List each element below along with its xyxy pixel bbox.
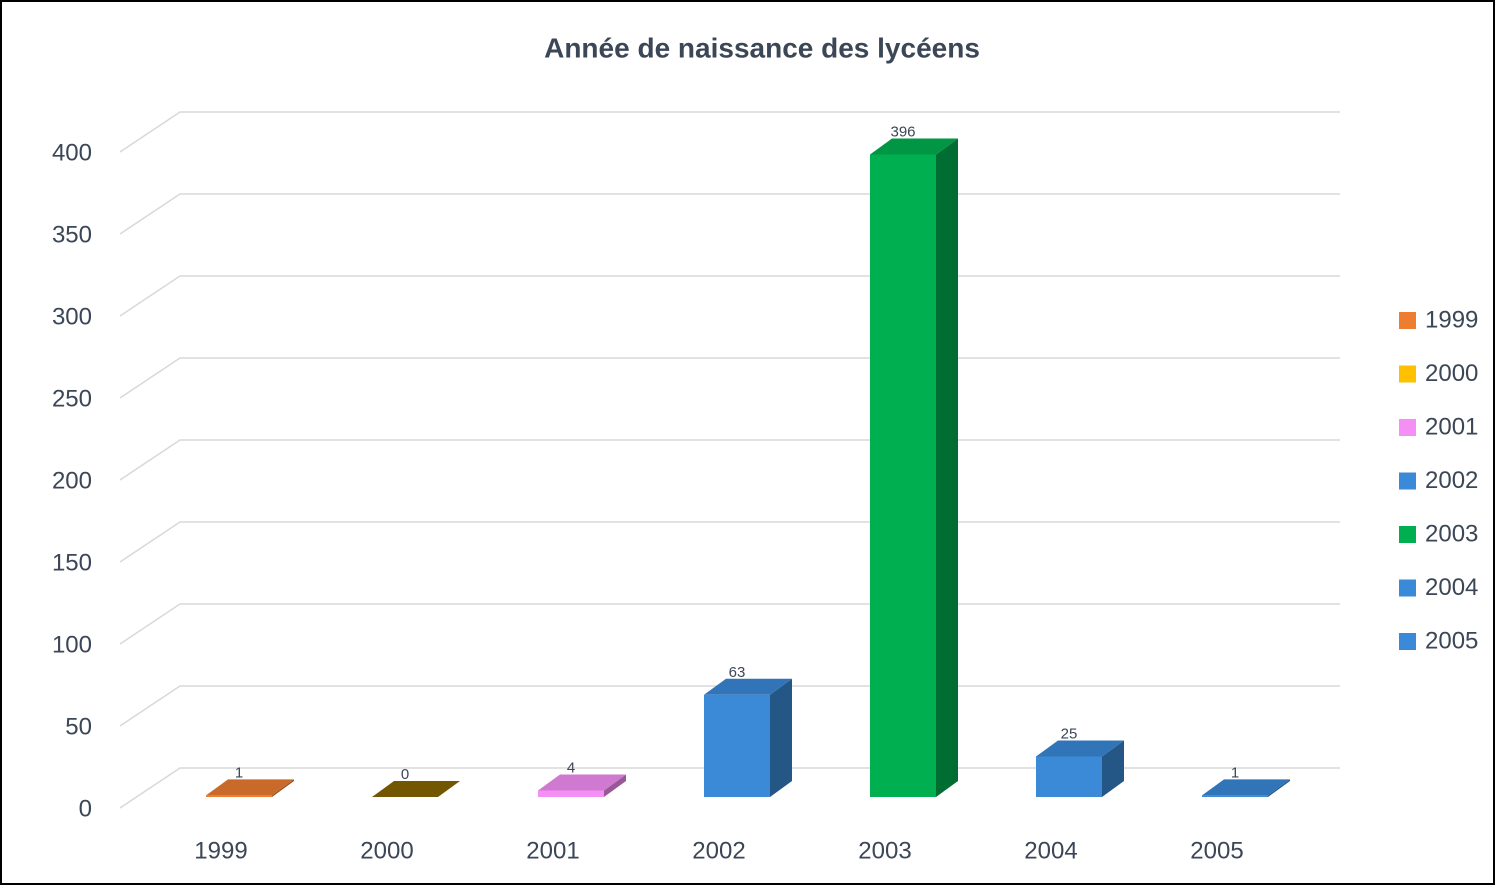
bar-side — [604, 774, 626, 797]
x-tick-label: 2004 — [1024, 837, 1077, 864]
y-tick-label: 300 — [52, 303, 92, 330]
x-tick-label: 2005 — [1190, 837, 1243, 864]
bar — [870, 154, 936, 798]
bar-side — [770, 678, 792, 797]
data-label: 0 — [401, 766, 409, 783]
x-tick-label: 1999 — [194, 837, 247, 864]
x-tick-label: 2001 — [526, 837, 579, 864]
y-tick-label: 350 — [52, 221, 92, 248]
y-tick-label: 150 — [52, 549, 92, 576]
data-label: 1 — [1231, 764, 1239, 781]
grid-line — [119, 111, 1340, 153]
bar — [1036, 756, 1102, 797]
legend-label: 2002 — [1425, 467, 1478, 494]
legend-swatch — [1399, 633, 1416, 650]
bar-side — [936, 138, 958, 798]
y-tick-label: 50 — [65, 713, 92, 740]
data-label: 25 — [1061, 725, 1078, 742]
bar-top — [206, 779, 294, 796]
bar-top — [1202, 779, 1290, 796]
legend-label: 2000 — [1425, 360, 1478, 387]
chart-title: Année de naissance des lycéens — [544, 32, 980, 63]
x-tick-label: 2002 — [692, 837, 745, 864]
legend-label: 2003 — [1425, 520, 1478, 547]
legend-swatch — [1399, 312, 1416, 329]
legend-swatch — [1399, 526, 1416, 543]
bar — [538, 790, 604, 797]
bar-top — [870, 138, 958, 155]
bar-top — [538, 774, 626, 791]
x-tick-label: 2000 — [360, 837, 413, 864]
data-label: 63 — [729, 664, 746, 681]
y-tick-label: 0 — [79, 795, 92, 822]
y-tick-label: 200 — [52, 467, 92, 494]
legend-swatch — [1399, 365, 1416, 383]
x-tick-label: 2003 — [858, 837, 911, 864]
y-tick-label: 100 — [52, 631, 92, 658]
legend-swatch — [1399, 419, 1416, 436]
legend-label: 1999 — [1425, 306, 1478, 333]
legend-label: 2004 — [1425, 574, 1478, 601]
data-label: 396 — [890, 123, 915, 140]
legend-swatch — [1399, 472, 1416, 490]
bar — [704, 694, 770, 797]
bar-side — [1268, 779, 1290, 797]
bar-side — [1102, 740, 1124, 797]
legend-label: 2005 — [1425, 627, 1478, 654]
bar-top — [372, 781, 460, 797]
bar — [1202, 795, 1268, 797]
bar-top — [704, 678, 792, 695]
y-tick-label: 250 — [52, 385, 92, 412]
bar — [206, 795, 272, 797]
bar-side — [272, 779, 294, 797]
legend-label: 2001 — [1425, 413, 1478, 440]
legend-swatch — [1399, 579, 1416, 597]
bar-top — [1036, 740, 1124, 757]
y-tick-label: 400 — [52, 139, 92, 166]
data-label: 4 — [567, 759, 575, 776]
data-label: 1 — [235, 764, 243, 781]
